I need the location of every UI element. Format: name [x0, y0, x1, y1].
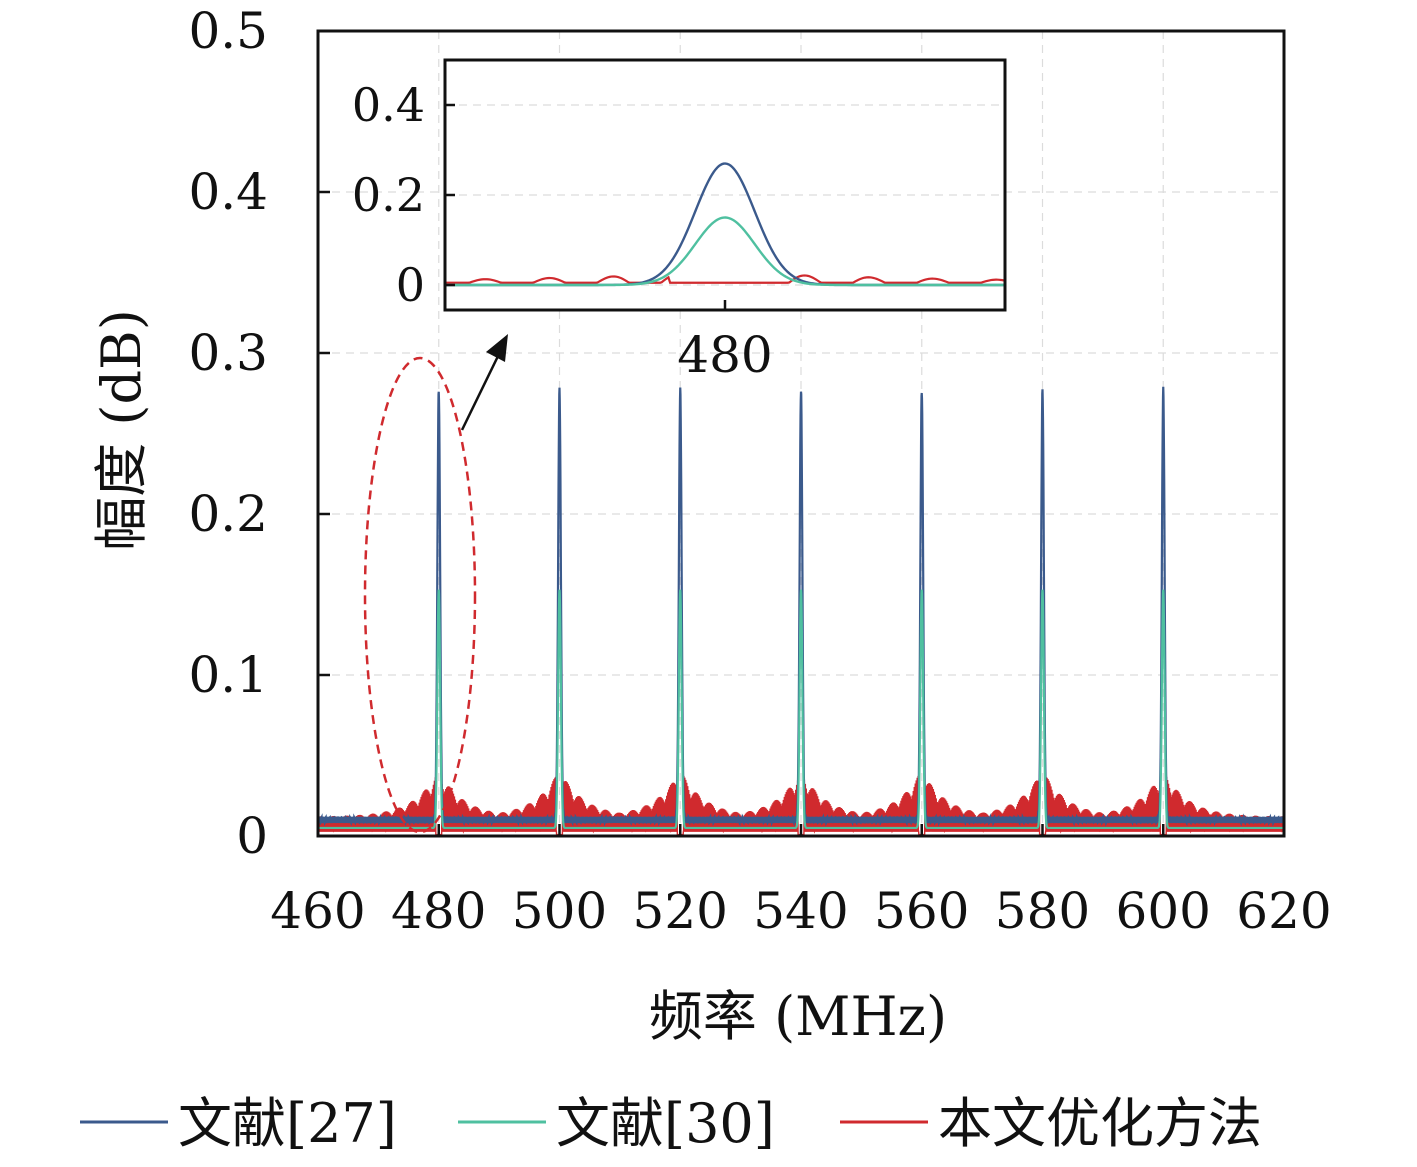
main-ticks: 460 480 500 520 540 560 580 600 620 0 0.1 0.2 0.3 0.4… — [188, 2, 1331, 940]
zoom-arrowhead — [486, 334, 508, 362]
x-tick-label: 620 — [1236, 882, 1331, 940]
y-tick-label: 0 — [236, 807, 268, 865]
legend-label-2: 本文优化方法 — [938, 1092, 1262, 1155]
inset-series-line-ref30 — [445, 216, 1005, 287]
x-tick-label: 480 — [391, 882, 486, 940]
highlight-ellipse — [363, 356, 477, 834]
x-axis-title: 频率 (MHz) — [649, 985, 947, 1048]
y-tick-label: 0.5 — [188, 2, 268, 60]
legend-label-1: 文献[30] — [556, 1092, 775, 1155]
x-tick-label: 520 — [633, 882, 728, 940]
x-tick-label: 560 — [874, 882, 969, 940]
series-line-ref30 — [318, 589, 1284, 830]
inset-y-tick-label: 0.4 — [352, 78, 425, 132]
inset-ticks: 0 0.2 0.4 480 — [352, 78, 773, 384]
main-series — [316, 386, 1286, 836]
y-tick-label: 0.1 — [188, 646, 268, 704]
inset-y-tick-label: 0 — [396, 258, 425, 312]
legend-label-0: 文献[27] — [178, 1092, 397, 1155]
zoom-arrow-line — [460, 351, 502, 431]
x-tick-label: 540 — [753, 882, 848, 940]
series-line-ref27 — [316, 386, 1286, 827]
inset-x-tick-label: 480 — [677, 326, 772, 384]
y-axis-title: 幅度 (dB) — [90, 309, 153, 551]
y-tick-label: 0.2 — [188, 485, 268, 543]
inset-series-line-optimized — [445, 274, 1005, 284]
legend: 文献[27] 文献[30] 本文优化方法 — [80, 1092, 1262, 1155]
inset-y-tick-label: 0.2 — [352, 168, 425, 222]
x-tick-label: 580 — [995, 882, 1090, 940]
x-tick-label: 600 — [1116, 882, 1211, 940]
y-tick-label: 0.3 — [188, 324, 268, 382]
inset-background — [445, 60, 1005, 310]
y-tick-label: 0.4 — [188, 163, 268, 221]
inset-series — [445, 162, 1005, 287]
x-tick-label: 500 — [512, 882, 607, 940]
x-tick-label: 460 — [270, 882, 365, 940]
